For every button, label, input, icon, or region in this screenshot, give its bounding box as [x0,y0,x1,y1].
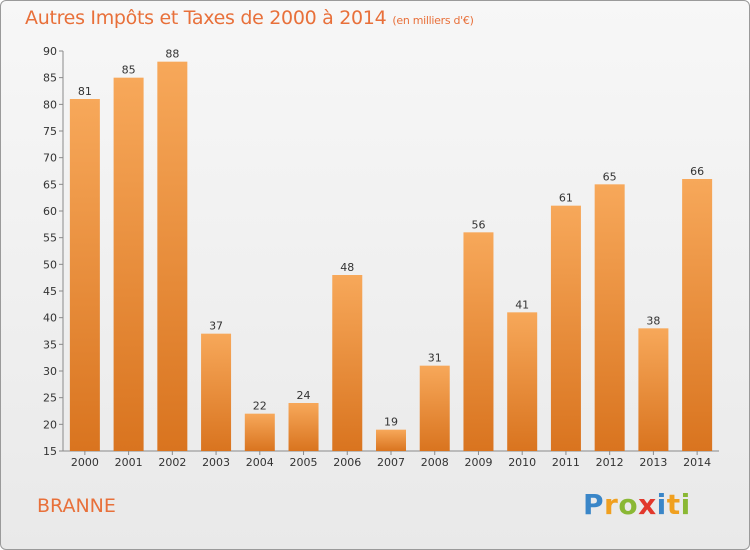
y-tick-label: 40 [43,312,57,325]
y-tick-label: 85 [43,72,57,85]
x-tick-label: 2006 [333,456,361,469]
logo-letter: i [680,488,691,521]
x-tick-label: 2005 [290,456,318,469]
logo-letter: o [618,488,639,521]
y-tick-label: 55 [43,232,57,245]
x-tick-label: 2000 [71,456,99,469]
data-label: 65 [603,170,617,183]
data-label: 56 [471,218,485,231]
x-tick-label: 2003 [202,456,230,469]
bar [288,403,319,451]
x-tick-label: 2012 [596,456,624,469]
x-tick-label: 2009 [464,456,492,469]
data-label: 41 [515,298,529,311]
logo-letter: x [638,488,657,521]
commune-name: BRANNE [37,495,116,517]
logo-letter: r [604,488,619,521]
y-tick-label: 80 [43,98,57,111]
bar [69,99,100,451]
bar [638,328,669,451]
y-tick-label: 20 [43,418,57,431]
bar [332,275,363,451]
bar [113,77,144,452]
bar [201,333,232,451]
data-label: 66 [690,165,704,178]
x-tick-label: 2002 [158,456,186,469]
y-tick-label: 50 [43,258,57,271]
bar [419,365,450,451]
data-label: 37 [209,320,223,333]
chart-title-text: Autres Impôts et Taxes de 2000 à 2014 [25,7,387,29]
data-label: 19 [384,416,398,429]
x-tick-label: 2013 [639,456,667,469]
chart-subtitle: (en milliers d'€) [392,14,474,27]
x-tick-label: 2007 [377,456,405,469]
data-label: 61 [559,192,573,205]
y-tick-label: 90 [43,45,57,58]
data-label: 88 [165,48,179,61]
bar [463,232,494,451]
x-tick-label: 2010 [508,456,536,469]
bar [507,312,538,451]
x-tick-label: 2011 [552,456,580,469]
logo-letter: i [656,488,667,521]
y-tick-label: 35 [43,338,57,351]
bar [157,61,188,452]
proxiti-logo[interactable]: Proxiti [583,488,691,521]
y-tick-label: 60 [43,205,57,218]
data-label: 22 [253,400,267,413]
bar [682,179,713,451]
bar [244,413,275,451]
x-tick-label: 2008 [421,456,449,469]
data-label: 24 [297,389,311,402]
y-tick-label: 30 [43,365,57,378]
chart-title: Autres Impôts et Taxes de 2000 à 2014 (en… [25,7,474,29]
x-tick-label: 2001 [115,456,143,469]
y-tick-label: 45 [43,285,57,298]
x-tick-label: 2014 [683,456,711,469]
y-tick-label: 75 [43,125,57,138]
data-label: 85 [122,64,136,77]
y-tick-label: 15 [43,445,57,458]
bar [594,184,625,452]
data-label: 38 [646,314,660,327]
y-tick-label: 65 [43,178,57,191]
logo-letter: P [583,488,605,521]
data-label: 31 [428,352,442,365]
y-tick-label: 25 [43,392,57,405]
bar [550,205,581,451]
y-tick-label: 70 [43,152,57,165]
x-tick-label: 2004 [246,456,274,469]
data-label: 81 [78,85,92,98]
data-label: 48 [340,261,354,274]
bar [376,429,406,451]
logo-letter: t [666,488,681,521]
